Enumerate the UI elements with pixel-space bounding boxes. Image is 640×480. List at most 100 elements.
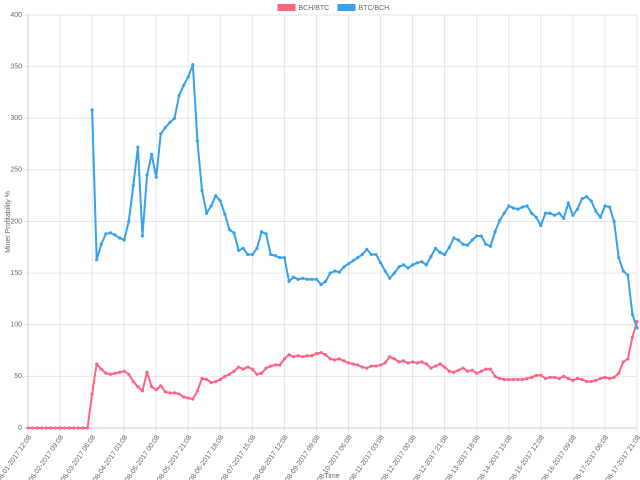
y-axis-label: Miner Profitability % [5, 191, 12, 253]
x-tick-label: 08-17-2017 21:08 [605, 434, 640, 480]
data-point [214, 379, 218, 384]
data-point [612, 219, 616, 224]
data-point [635, 326, 639, 330]
data-point [172, 116, 177, 120]
data-point [507, 204, 511, 208]
data-point [392, 357, 396, 361]
data-point [520, 377, 525, 382]
data-point [264, 232, 268, 236]
data-point [241, 246, 245, 250]
data-point [140, 234, 145, 238]
data-point [525, 204, 529, 208]
data-point [328, 271, 332, 275]
data-point [488, 367, 493, 371]
data-point [287, 353, 291, 357]
data-point [465, 369, 470, 373]
x-axis-label: Time [324, 473, 339, 480]
data-point [566, 201, 570, 205]
data-point [374, 252, 378, 257]
data-point [195, 389, 200, 393]
data-point [310, 277, 314, 281]
data-point [397, 265, 401, 269]
data-point [273, 363, 277, 367]
data-point [475, 234, 479, 238]
data-point [438, 362, 442, 366]
x-tick-label: 08-07-2017 15:08 [220, 434, 257, 480]
data-point [511, 206, 515, 210]
data-point [630, 335, 635, 339]
y-tick-label: 50 [14, 373, 22, 380]
data-point [461, 366, 465, 370]
data-point [424, 362, 428, 366]
data-point [67, 426, 71, 430]
data-point [429, 255, 433, 259]
data-point [607, 205, 612, 209]
x-tick-label: 08-08-2017 12:08 [252, 434, 289, 480]
data-point [314, 352, 319, 356]
data-point [424, 263, 428, 267]
x-tick-label: 08-14-2017 15:08 [476, 434, 513, 480]
data-point [99, 242, 103, 246]
data-point [571, 378, 575, 383]
data-point [328, 357, 332, 361]
data-point [621, 269, 625, 273]
data-point [90, 392, 94, 396]
data-point [552, 375, 557, 380]
data-point [127, 372, 131, 376]
data-point [104, 232, 108, 236]
data-point [163, 125, 167, 130]
data-point [314, 277, 319, 281]
data-point [246, 252, 250, 257]
data-point [85, 426, 90, 430]
data-point [479, 369, 483, 373]
data-point [433, 364, 438, 368]
data-point [461, 242, 465, 246]
data-point [617, 371, 621, 375]
data-point [548, 211, 552, 215]
data-point [49, 426, 53, 430]
data-point [250, 252, 254, 257]
data-point [168, 120, 172, 124]
data-point [342, 265, 346, 269]
data-point [539, 224, 543, 228]
data-point [388, 276, 392, 280]
data-point [378, 261, 383, 265]
data-point [470, 238, 474, 242]
data-point [232, 231, 236, 235]
data-point [415, 361, 419, 365]
data-point [310, 354, 314, 358]
data-point [356, 256, 360, 260]
x-tick-label: 08-17-2017 06:08 [573, 434, 610, 480]
data-point [401, 359, 406, 363]
data-point [296, 354, 300, 358]
data-point [447, 369, 451, 373]
series-line [28, 321, 638, 429]
data-point [237, 365, 241, 369]
data-point [612, 375, 616, 380]
data-point [346, 262, 351, 266]
data-point [195, 139, 200, 143]
data-point [140, 389, 145, 393]
data-point [122, 238, 126, 242]
data-point [81, 426, 85, 430]
data-point [278, 256, 282, 260]
data-point [191, 62, 195, 67]
data-point [150, 385, 154, 389]
data-point [351, 362, 355, 366]
data-point [305, 277, 309, 281]
data-point [585, 379, 589, 384]
data-point [136, 145, 140, 149]
data-point [204, 377, 209, 382]
data-point [191, 397, 195, 401]
data-point [163, 390, 167, 394]
data-point [374, 364, 378, 368]
data-point [95, 362, 99, 366]
data-point [177, 392, 181, 396]
data-point [498, 218, 502, 223]
data-point [607, 376, 612, 381]
data-point [534, 215, 538, 219]
data-point [44, 426, 48, 430]
data-point [72, 426, 76, 430]
data-point [621, 360, 625, 364]
data-point [200, 376, 204, 381]
